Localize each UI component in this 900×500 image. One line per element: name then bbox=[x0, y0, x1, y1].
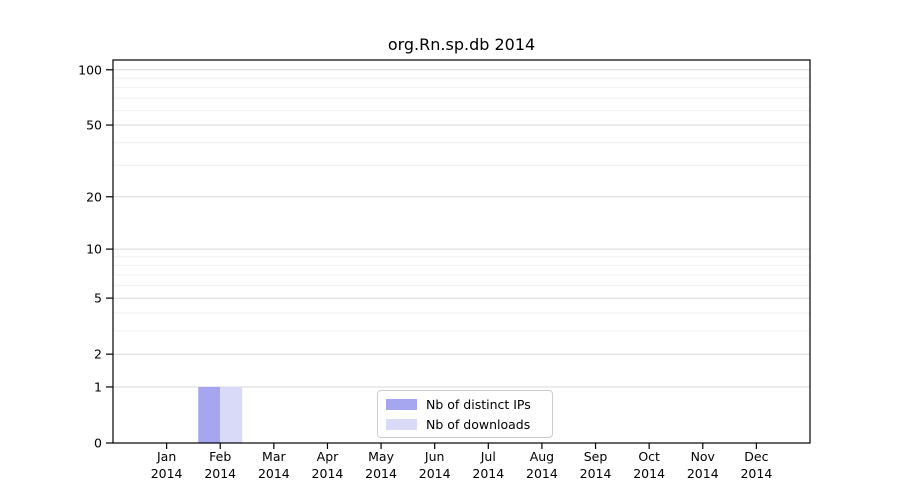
x-tick-label-month: Aug bbox=[530, 449, 554, 464]
legend: Nb of distinct IPs Nb of downloads bbox=[377, 390, 553, 438]
y-tick-label: 0 bbox=[94, 436, 102, 451]
legend-label-downloads: Nb of downloads bbox=[426, 416, 531, 432]
bar-feb-downloads bbox=[220, 386, 243, 443]
y-tick-label: 20 bbox=[86, 189, 102, 204]
chart-title: org.Rn.sp.db 2014 bbox=[387, 35, 536, 54]
x-tick-label-year: 2014 bbox=[526, 466, 558, 481]
y-tick-label: 1 bbox=[94, 379, 102, 394]
y-tick-label: 100 bbox=[78, 62, 102, 77]
x-tick-label-month: Nov bbox=[691, 449, 716, 464]
x-tick-label-month: Oct bbox=[638, 449, 660, 464]
y-tick-label: 50 bbox=[86, 118, 102, 133]
x-tick-label-year: 2014 bbox=[580, 466, 612, 481]
bar-feb-distinct-ips bbox=[198, 386, 221, 443]
x-tick-label-year: 2014 bbox=[312, 466, 344, 481]
axes-spines bbox=[112, 59, 811, 444]
x-tick-label-month: Feb bbox=[209, 449, 231, 464]
x-tick-label-month: May bbox=[368, 449, 394, 464]
x-tick-label-year: 2014 bbox=[472, 466, 504, 481]
x-tick-label-month: Jan bbox=[156, 449, 176, 464]
x-tick-label-year: 2014 bbox=[740, 466, 772, 481]
x-tick-label-year: 2014 bbox=[633, 466, 665, 481]
x-tick-label-month: Jul bbox=[480, 449, 496, 464]
y-tick-label: 10 bbox=[86, 242, 102, 257]
x-tick-label-year: 2014 bbox=[419, 466, 451, 481]
x-tick-label-month: Apr bbox=[317, 449, 339, 464]
y-tick-label: 5 bbox=[94, 291, 102, 306]
legend-row-distinct-ips: Nb of distinct IPs bbox=[378, 396, 552, 412]
x-tick-label-year: 2014 bbox=[365, 466, 397, 481]
x-tick-label-year: 2014 bbox=[204, 466, 236, 481]
x-tick-label-month: Mar bbox=[262, 449, 286, 464]
x-tick-label-month: Sep bbox=[584, 449, 608, 464]
y-tick-label: 2 bbox=[94, 347, 102, 362]
x-tick-label-year: 2014 bbox=[258, 466, 290, 481]
legend-swatch-downloads bbox=[386, 418, 417, 430]
legend-swatch-distinct-ips bbox=[386, 398, 417, 410]
legend-label-distinct-ips: Nb of distinct IPs bbox=[426, 396, 531, 412]
legend-row-downloads: Nb of downloads bbox=[378, 416, 552, 432]
x-tick-label-year: 2014 bbox=[687, 466, 719, 481]
x-tick-label-month: Jun bbox=[424, 449, 445, 464]
x-tick-label-month: Dec bbox=[744, 449, 768, 464]
x-tick-label-year: 2014 bbox=[151, 466, 183, 481]
